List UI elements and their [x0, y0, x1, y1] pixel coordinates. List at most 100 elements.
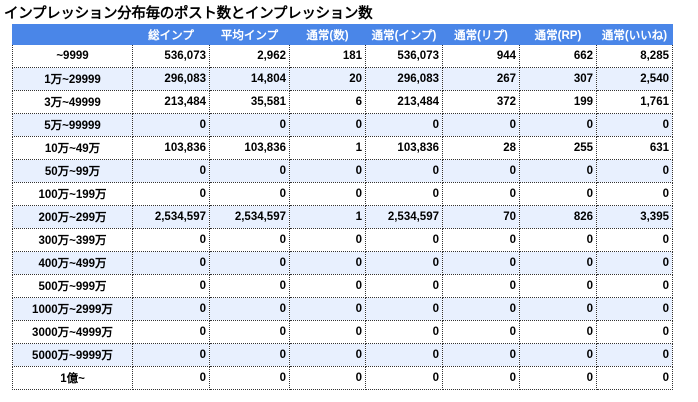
cell-normal-count[interactable]: 1 [289, 136, 366, 160]
cell-total-impressions[interactable]: 0 [132, 113, 210, 137]
header-cell-average-impressions[interactable]: 平均インプ [209, 24, 290, 45]
cell-normal-impressions[interactable]: 0 [365, 251, 443, 275]
cell-average-impressions[interactable]: 0 [209, 228, 290, 252]
cell-normal-likes[interactable]: 2,540 [596, 67, 673, 91]
cell-normal-impressions[interactable]: 0 [365, 343, 443, 367]
cell-normal-replies[interactable]: 944 [442, 44, 520, 68]
cell-normal-impressions[interactable]: 536,073 [365, 44, 443, 68]
cell-normal-count[interactable]: 181 [289, 44, 366, 68]
cell-normal-reposts[interactable]: 199 [519, 90, 597, 114]
cell-normal-replies[interactable]: 28 [442, 136, 520, 160]
cell-normal-count[interactable]: 1 [289, 205, 366, 229]
row-label-cell[interactable]: 1億~ [12, 366, 133, 390]
row-label-cell[interactable]: 5000万~9999万 [12, 343, 133, 367]
row-label-cell[interactable]: 300万~399万 [12, 228, 133, 252]
cell-normal-count[interactable]: 0 [289, 320, 366, 344]
cell-average-impressions[interactable]: 0 [209, 366, 290, 390]
row-label-cell[interactable]: 200万~299万 [12, 205, 133, 229]
cell-normal-impressions[interactable]: 103,836 [365, 136, 443, 160]
cell-normal-likes[interactable]: 631 [596, 136, 673, 160]
cell-normal-likes[interactable]: 8,285 [596, 44, 673, 68]
row-label-cell[interactable]: ~9999 [12, 44, 133, 68]
cell-normal-impressions[interactable]: 0 [365, 159, 443, 183]
cell-total-impressions[interactable]: 0 [132, 274, 210, 298]
cell-normal-count[interactable]: 0 [289, 113, 366, 137]
cell-normal-likes[interactable]: 0 [596, 182, 673, 206]
cell-normal-reposts[interactable]: 662 [519, 44, 597, 68]
cell-normal-impressions[interactable]: 0 [365, 274, 443, 298]
cell-normal-replies[interactable]: 0 [442, 228, 520, 252]
cell-normal-replies[interactable]: 0 [442, 251, 520, 275]
cell-normal-impressions[interactable]: 0 [365, 182, 443, 206]
cell-total-impressions[interactable]: 0 [132, 320, 210, 344]
cell-normal-reposts[interactable]: 307 [519, 67, 597, 91]
cell-total-impressions[interactable]: 2,534,597 [132, 205, 210, 229]
cell-normal-replies[interactable]: 0 [442, 320, 520, 344]
cell-normal-reposts[interactable]: 0 [519, 274, 597, 298]
cell-normal-count[interactable]: 0 [289, 297, 366, 321]
header-cell-range[interactable] [12, 24, 133, 45]
row-label-cell[interactable]: 50万~99万 [12, 159, 133, 183]
row-label-cell[interactable]: 1000万~2999万 [12, 297, 133, 321]
cell-total-impressions[interactable]: 0 [132, 343, 210, 367]
header-cell-normal-count[interactable]: 通常(数) [289, 24, 366, 45]
cell-average-impressions[interactable]: 0 [209, 182, 290, 206]
cell-normal-count[interactable]: 0 [289, 274, 366, 298]
cell-normal-replies[interactable]: 0 [442, 366, 520, 390]
cell-average-impressions[interactable]: 14,804 [209, 67, 290, 91]
cell-normal-reposts[interactable]: 0 [519, 182, 597, 206]
cell-normal-likes[interactable]: 0 [596, 228, 673, 252]
cell-normal-impressions[interactable]: 0 [365, 320, 443, 344]
cell-normal-impressions[interactable]: 0 [365, 228, 443, 252]
cell-normal-count[interactable]: 0 [289, 228, 366, 252]
row-label-cell[interactable]: 500万~999万 [12, 274, 133, 298]
cell-normal-replies[interactable]: 0 [442, 343, 520, 367]
cell-normal-reposts[interactable]: 0 [519, 228, 597, 252]
cell-normal-replies[interactable]: 0 [442, 159, 520, 183]
cell-normal-replies[interactable]: 0 [442, 297, 520, 321]
cell-average-impressions[interactable]: 35,581 [209, 90, 290, 114]
cell-normal-reposts[interactable]: 0 [519, 366, 597, 390]
cell-normal-replies[interactable]: 0 [442, 182, 520, 206]
cell-normal-reposts[interactable]: 0 [519, 159, 597, 183]
cell-normal-reposts[interactable]: 0 [519, 251, 597, 275]
cell-normal-count[interactable]: 0 [289, 182, 366, 206]
cell-normal-impressions[interactable]: 296,083 [365, 67, 443, 91]
row-label-cell[interactable]: 3万~49999 [12, 90, 133, 114]
cell-total-impressions[interactable]: 0 [132, 366, 210, 390]
row-label-cell[interactable]: 1万~29999 [12, 67, 133, 91]
cell-normal-impressions[interactable]: 0 [365, 366, 443, 390]
row-label-cell[interactable]: 100万~199万 [12, 182, 133, 206]
cell-normal-count[interactable]: 20 [289, 67, 366, 91]
cell-normal-count[interactable]: 0 [289, 343, 366, 367]
cell-normal-replies[interactable]: 0 [442, 274, 520, 298]
row-label-cell[interactable]: 3000万~4999万 [12, 320, 133, 344]
cell-total-impressions[interactable]: 0 [132, 182, 210, 206]
cell-total-impressions[interactable]: 0 [132, 251, 210, 275]
cell-average-impressions[interactable]: 0 [209, 320, 290, 344]
cell-normal-reposts[interactable]: 826 [519, 205, 597, 229]
cell-normal-likes[interactable]: 0 [596, 343, 673, 367]
row-label-cell[interactable]: 400万~499万 [12, 251, 133, 275]
cell-average-impressions[interactable]: 103,836 [209, 136, 290, 160]
cell-normal-likes[interactable]: 0 [596, 251, 673, 275]
cell-normal-impressions[interactable]: 0 [365, 113, 443, 137]
cell-normal-likes[interactable]: 1,761 [596, 90, 673, 114]
cell-normal-reposts[interactable]: 0 [519, 113, 597, 137]
cell-average-impressions[interactable]: 0 [209, 274, 290, 298]
header-cell-normal-likes[interactable]: 通常(いいね) [596, 24, 673, 45]
cell-normal-impressions[interactable]: 0 [365, 297, 443, 321]
cell-normal-count[interactable]: 0 [289, 366, 366, 390]
cell-normal-likes[interactable]: 0 [596, 366, 673, 390]
cell-normal-likes[interactable]: 0 [596, 274, 673, 298]
header-cell-normal-impressions[interactable]: 通常(インプ) [365, 24, 443, 45]
header-cell-total-impressions[interactable]: 総インプ [132, 24, 210, 45]
row-label-cell[interactable]: 10万~49万 [12, 136, 133, 160]
cell-normal-count[interactable]: 0 [289, 251, 366, 275]
cell-normal-reposts[interactable]: 0 [519, 320, 597, 344]
cell-total-impressions[interactable]: 0 [132, 159, 210, 183]
cell-normal-reposts[interactable]: 255 [519, 136, 597, 160]
cell-average-impressions[interactable]: 0 [209, 113, 290, 137]
cell-normal-likes[interactable]: 3,395 [596, 205, 673, 229]
cell-normal-impressions[interactable]: 213,484 [365, 90, 443, 114]
